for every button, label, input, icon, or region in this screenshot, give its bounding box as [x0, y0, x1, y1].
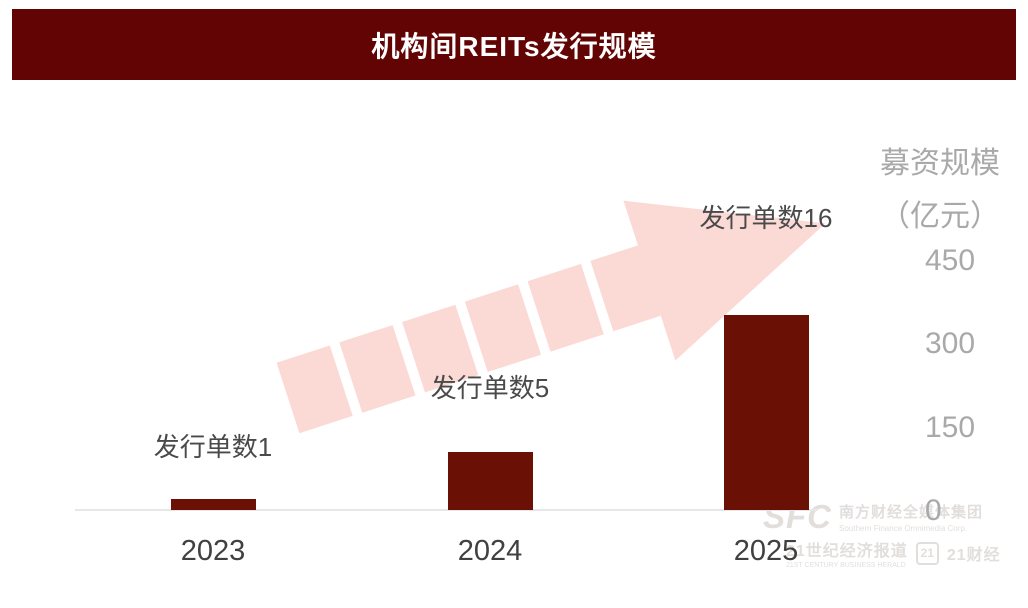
watermark-en-name: Southern Finance Omnimedia Corp. [839, 523, 968, 533]
x-axis-label-2024: 2024 [457, 535, 523, 567]
bar-2025 [723, 315, 809, 510]
badge-21-icon: 21 [915, 541, 939, 565]
bar-annotation-2023: 发行单数1 [153, 432, 273, 462]
bar-2023 [170, 499, 256, 510]
watermark-cn-name: 南方财经全媒体集团 [839, 503, 984, 521]
y-axis-title-line2: （亿元） [880, 199, 1000, 233]
bar-annotation-2025: 发行单数16 [699, 203, 833, 233]
x-axis-label-2025: 2025 [733, 535, 799, 567]
x-axis-line [75, 509, 818, 511]
bar-2024 [447, 452, 533, 510]
y-axis-tick-450: 450 [925, 243, 976, 277]
herald-en-name: 21ST CENTURY BUSINESS HERALD [786, 562, 906, 569]
sfc-names: 南方财经全媒体集团 Southern Finance Omnimedia Cor… [839, 501, 983, 533]
watermark-row-21: 21世纪经济报道 21ST CENTURY BUSINESS HERALD 21… [786, 537, 1013, 569]
herald-cn-name: 21世纪经济报道 [786, 543, 908, 560]
21caijing-name: 21财经 [946, 547, 1001, 564]
y-axis-title-line1: 募资规模 [880, 147, 1000, 180]
chart-title-banner: 机构间REITs发行规模 [12, 9, 1016, 80]
y-axis-tick-150: 150 [925, 410, 976, 444]
y-axis-tick-300: 300 [925, 327, 976, 361]
bar-annotation-2024: 发行单数5 [430, 373, 550, 403]
herald-names: 21世纪经济报道 21ST CENTURY BUSINESS HERALD [786, 537, 908, 569]
x-axis-label-2023: 2023 [180, 535, 246, 567]
y-axis-tick-0: 0 [925, 494, 942, 527]
y-axis-title: 募资规模 （亿元） [856, 138, 1024, 243]
chart-title: 机构间REITs发行规模 [371, 30, 657, 62]
